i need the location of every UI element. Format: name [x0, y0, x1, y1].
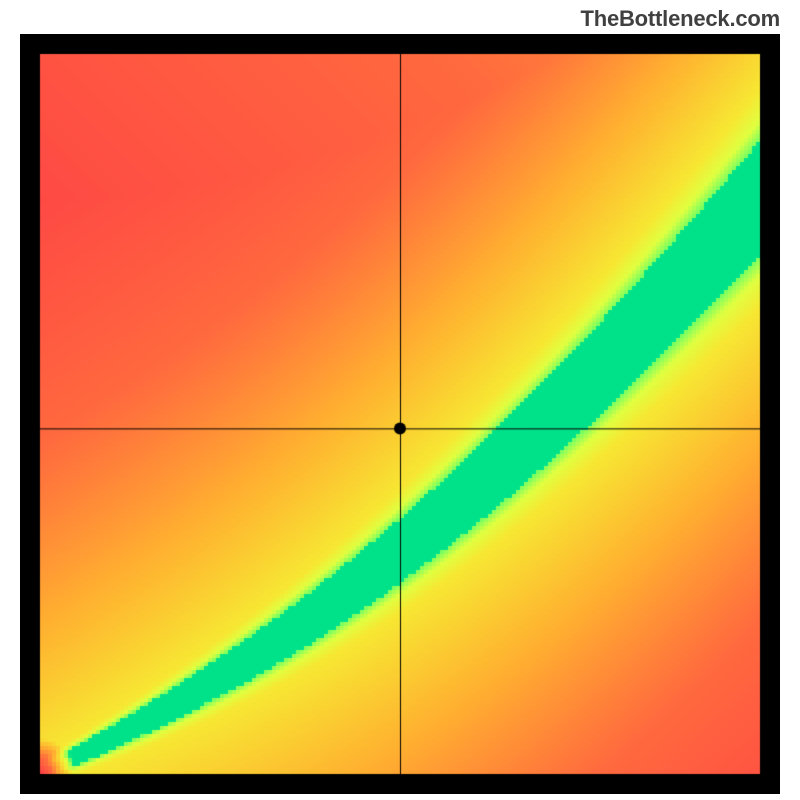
- chart-container: TheBottleneck.com: [0, 0, 800, 800]
- heatmap-canvas: [20, 34, 780, 794]
- heatmap-frame: [20, 34, 780, 794]
- watermark-text: TheBottleneck.com: [580, 6, 780, 32]
